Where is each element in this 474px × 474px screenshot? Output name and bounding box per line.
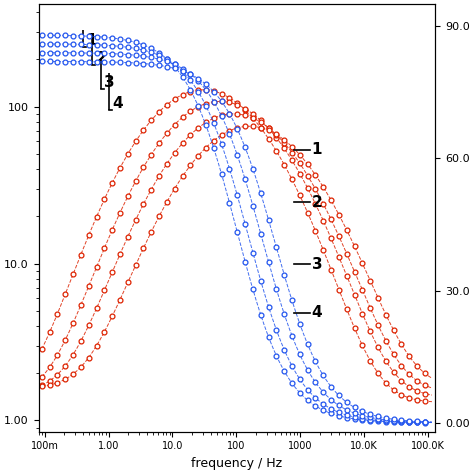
Text: 2: 2: [312, 195, 322, 210]
Text: 1: 1: [87, 33, 97, 48]
Text: 2: 2: [96, 51, 106, 66]
Text: 3: 3: [312, 256, 322, 272]
Text: 4: 4: [112, 96, 123, 111]
Text: 1: 1: [312, 142, 322, 157]
Text: 4: 4: [312, 305, 322, 320]
Text: 3: 3: [104, 75, 115, 90]
X-axis label: frequency / Hz: frequency / Hz: [191, 457, 283, 470]
